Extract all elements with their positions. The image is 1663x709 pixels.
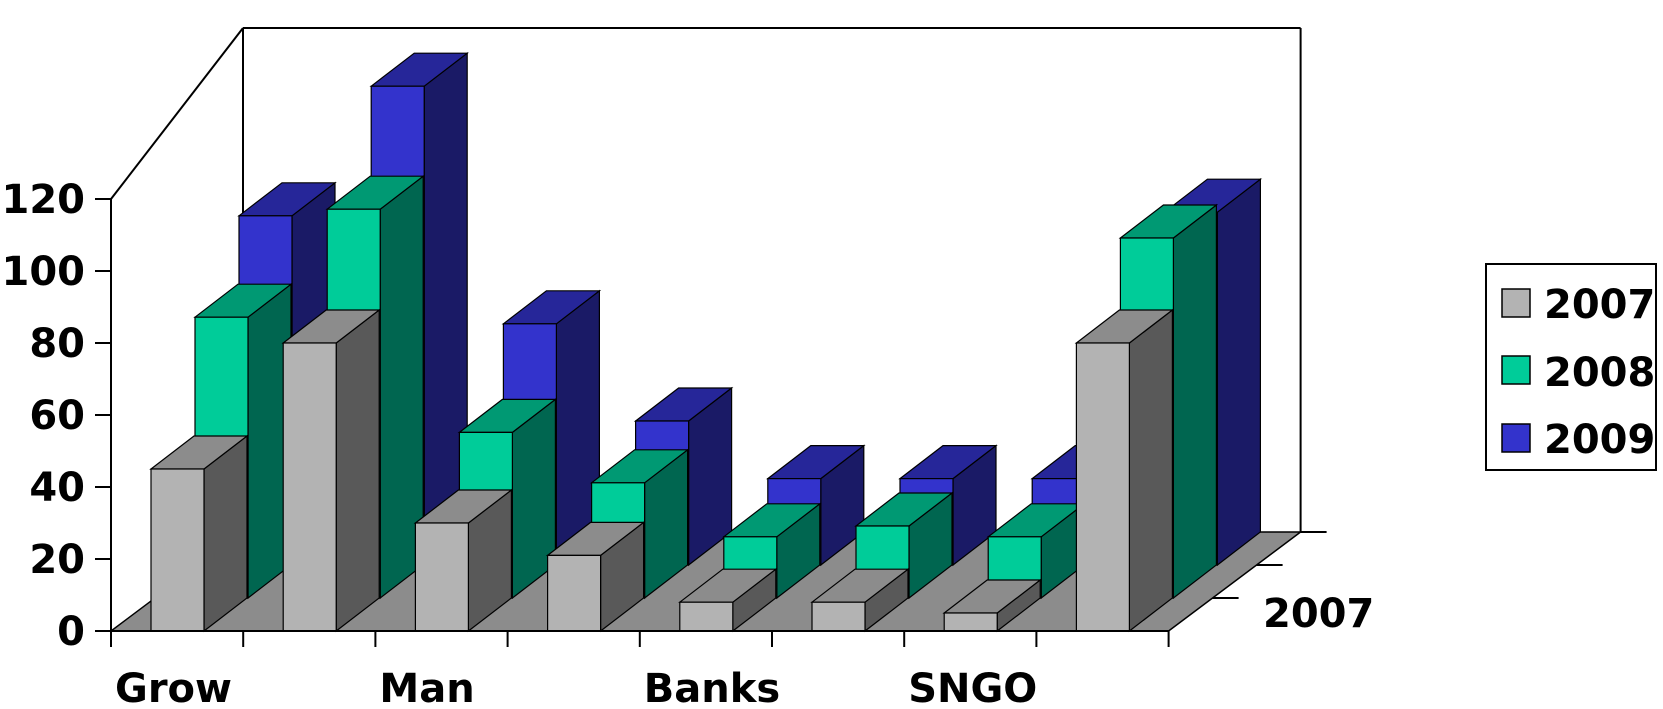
x-tick-label: SNGO bbox=[908, 666, 1037, 709]
bar-2007-8 bbox=[1074, 308, 1175, 633]
y-tick-label: 100 bbox=[2, 249, 86, 295]
y-tick-label: 0 bbox=[57, 609, 85, 655]
legend-swatch-2007 bbox=[1501, 288, 1531, 318]
bar-front bbox=[679, 601, 734, 632]
legend-label-2008: 2008 bbox=[1544, 350, 1655, 396]
bar-2007-5 bbox=[678, 567, 778, 633]
chart-bars bbox=[149, 51, 1263, 633]
chart-axes: 0 20 40 60 80 100 120 Grow Man Banks SNGO bbox=[2, 177, 1327, 709]
bar-2007-6 bbox=[810, 567, 910, 633]
side-wall-top-edge bbox=[110, 27, 244, 200]
bar-2007-3 bbox=[413, 488, 514, 633]
bar-side bbox=[1172, 203, 1218, 600]
bar-side bbox=[1128, 308, 1174, 633]
legend-swatch-2009 bbox=[1501, 423, 1531, 453]
x-tick-label: Banks bbox=[644, 666, 780, 709]
legend-label-2009: 2009 bbox=[1544, 417, 1655, 463]
bar-2007-7 bbox=[942, 578, 1042, 633]
bar-front bbox=[546, 554, 602, 632]
bar-front bbox=[414, 522, 469, 632]
y-tick-label: 120 bbox=[2, 177, 86, 223]
bar-side bbox=[203, 434, 248, 633]
bar-side bbox=[335, 308, 380, 633]
y-tick-label: 20 bbox=[29, 537, 85, 583]
y-tick-label: 60 bbox=[29, 393, 85, 439]
legend: 2007 2008 2009 bbox=[1485, 263, 1657, 471]
bar-front bbox=[943, 612, 998, 632]
bar-2007-2 bbox=[281, 308, 381, 633]
bar-2007-4 bbox=[545, 521, 646, 633]
bar-front bbox=[811, 601, 866, 632]
legend-swatch-2008 bbox=[1501, 355, 1531, 385]
legend-label-2007: 2007 bbox=[1544, 282, 1655, 328]
y-tick-label: 80 bbox=[29, 321, 85, 367]
bar-front bbox=[1075, 342, 1131, 632]
y-tick-label: 40 bbox=[29, 465, 85, 511]
bar-front bbox=[282, 342, 337, 632]
bar-side bbox=[1216, 177, 1262, 567]
bar-2007-1 bbox=[149, 434, 249, 633]
x-tick-label: Man bbox=[379, 666, 474, 709]
x-tick-label: Grow bbox=[115, 666, 232, 709]
depth-axis-label: 2007 bbox=[1263, 591, 1374, 637]
bar-front bbox=[150, 468, 205, 632]
